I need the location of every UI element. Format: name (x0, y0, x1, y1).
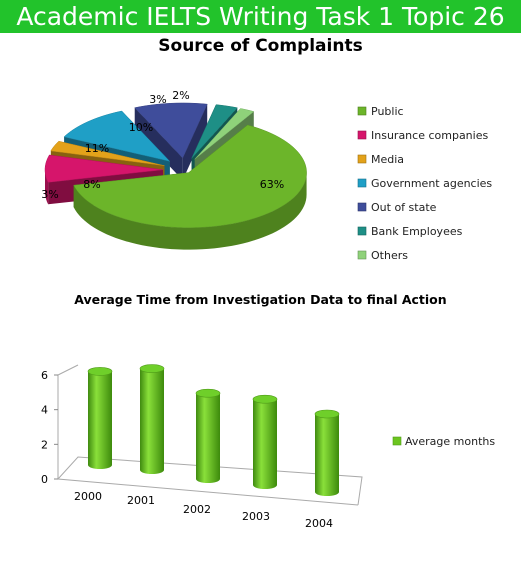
pie-label-0: 63% (260, 178, 284, 191)
pie-slice-out-of-state (134, 102, 208, 180)
pie-label-5: 3% (149, 93, 166, 106)
pie-legend-label: Others (371, 249, 408, 262)
bar-column-2000 (87, 367, 113, 469)
pie-legend: Public Insurance companies Media Government… (357, 105, 492, 262)
bar-columns (87, 364, 340, 496)
bar-y-tick-label: 6 (41, 369, 48, 382)
pie-slices (44, 102, 307, 250)
bar-column-2002 (195, 388, 221, 483)
bar-column-2003 (252, 394, 278, 489)
pie-data-labels: 63% 8% 3% 11% 10% 3% 2% (41, 89, 284, 201)
pie-label-6: 2% (172, 89, 189, 102)
bar-x-tick-label: 2002 (183, 503, 211, 516)
pie-legend-label: Bank Employees (371, 225, 463, 238)
bar-x-tick-label: 2004 (305, 517, 333, 530)
bar-x-tick-label: 2003 (242, 510, 270, 523)
pie-slice-public (73, 124, 307, 250)
page-banner-title: Academic IELTS Writing Task 1 Topic 26 (0, 0, 521, 33)
pie-label-1: 8% (83, 178, 100, 191)
pie-chart-title: Source of Complaints (158, 36, 363, 56)
bar-y-tick-label: 2 (41, 438, 48, 451)
pie-legend-label: Insurance companies (371, 129, 488, 142)
bar-column-2004 (314, 409, 340, 496)
pie-legend-label: Media (371, 153, 404, 166)
pie-legend-item: Out of state (357, 201, 437, 214)
pie-legend-item: Government agencies (357, 177, 492, 190)
pie-legend-label: Government agencies (371, 177, 492, 190)
bar-x-tick-label: 2000 (74, 490, 102, 503)
pie-label-4: 10% (129, 121, 153, 134)
bar-y-tick-label: 4 (41, 404, 48, 417)
pie-chart: 63% 8% 3% 11% 10% 3% 2% Public Insurance compan… (41, 89, 492, 262)
pie-legend-item: Public (357, 105, 404, 118)
bar-y-tick-label: 0 (41, 473, 48, 486)
pie-legend-label: Out of state (371, 201, 437, 214)
pie-legend-item: Others (357, 249, 408, 262)
bar-chart-title: Average Time from Investigation Data to … (74, 292, 447, 307)
bar-legend-label: Average months (405, 435, 495, 448)
bar-x-tick-labels: 2000 2001 2002 2003 2004 (74, 490, 333, 530)
bar-column-2001 (139, 364, 165, 474)
bar-y-tick-labels: 0 2 4 6 (41, 369, 58, 486)
bar-legend: Average months (392, 435, 495, 448)
pie-legend-item: Media (357, 153, 404, 166)
pie-legend-label: Public (371, 105, 404, 118)
pie-label-2: 3% (41, 188, 58, 201)
pie-legend-item: Insurance companies (357, 129, 488, 142)
bar-x-tick-label: 2001 (127, 494, 155, 507)
pie-label-3: 11% (85, 142, 109, 155)
pie-legend-item: Bank Employees (357, 225, 463, 238)
